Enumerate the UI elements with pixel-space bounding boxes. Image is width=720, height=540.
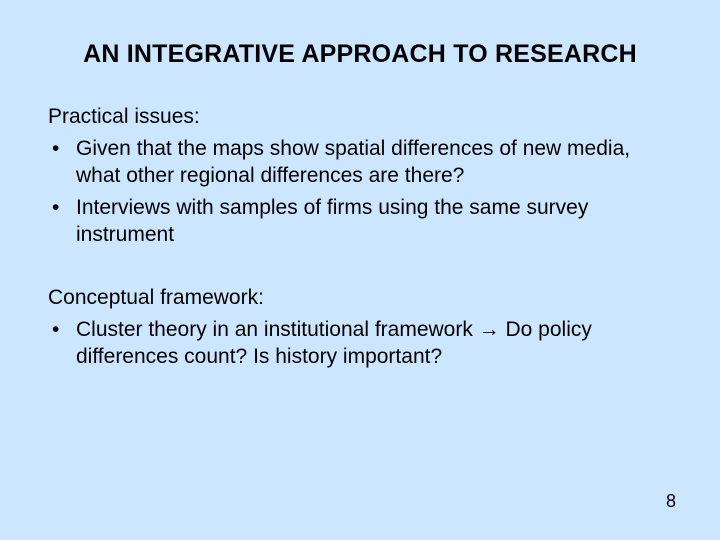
bullet-list-conceptual: Cluster theory in an institutional frame… [48,316,672,371]
section-heading-practical: Practical issues: [48,105,672,129]
slide: AN INTEGRATIVE APPROACH TO RESEARCH Prac… [0,0,720,540]
section-heading-conceptual: Conceptual framework: [48,286,672,310]
slide-title: AN INTEGRATIVE APPROACH TO RESEARCH [48,40,672,69]
page-number: 8 [666,491,676,512]
bullet-list-practical: Given that the maps show spatial differe… [48,135,672,248]
bullet-item: Cluster theory in an institutional frame… [48,316,672,371]
section-practical: Practical issues: Given that the maps sh… [48,105,672,248]
section-conceptual: Conceptual framework: Cluster theory in … [48,286,672,371]
bullet-item: Interviews with samples of firms using t… [48,194,672,249]
bullet-item: Given that the maps show spatial differe… [48,135,672,190]
